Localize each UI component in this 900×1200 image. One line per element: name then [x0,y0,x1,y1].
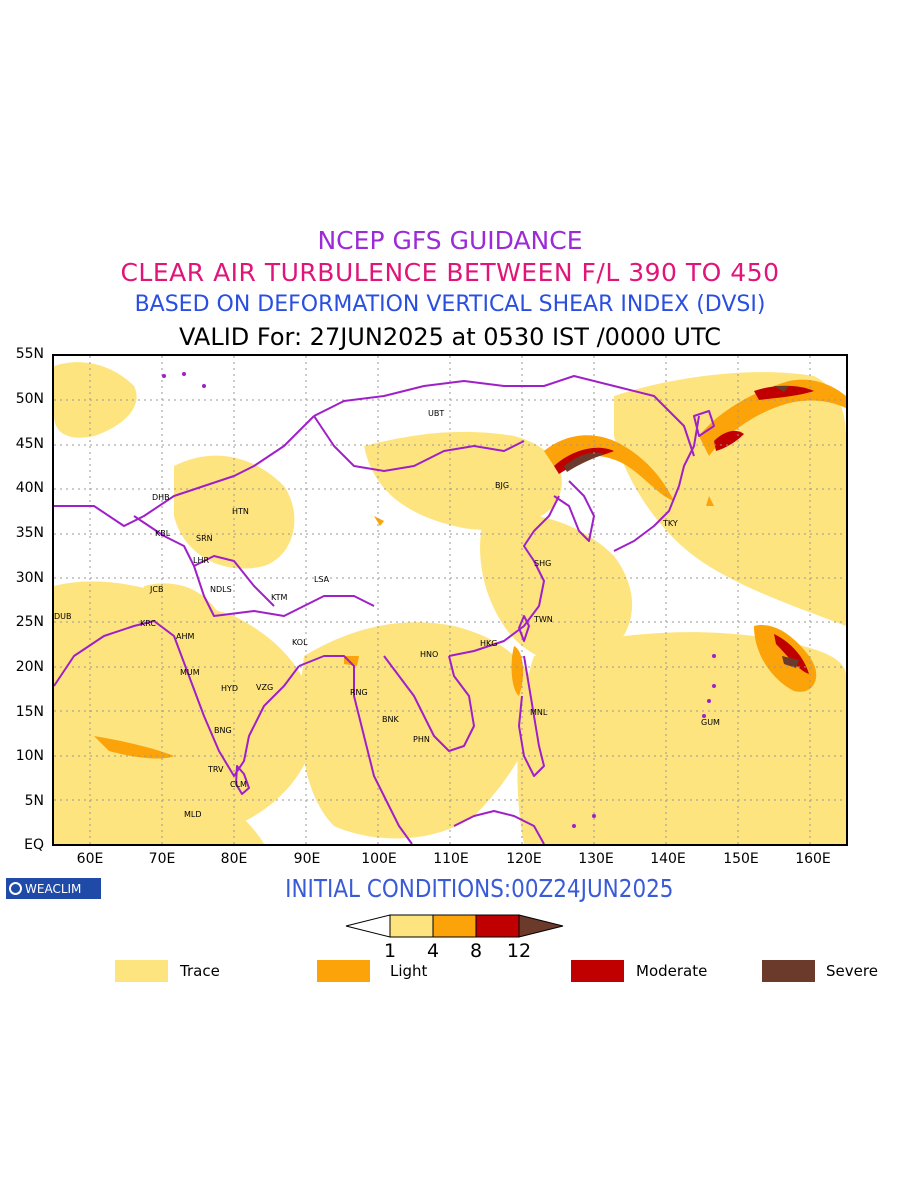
light-areas [94,379,846,759]
lat-label: 15N [15,704,44,720]
title-turbulence: CLEAR AIR TURBULENCE BETWEEN F/L 390 TO … [120,258,780,287]
city-label: TWN [534,615,553,624]
city-label: LHR [193,556,210,565]
city-label: DHB [152,493,170,502]
lon-label: 60E [76,851,104,867]
lon-label: 130E [578,851,614,867]
city-label: VZG [256,683,274,692]
city-label: BJG [495,481,510,490]
city-label: BNK [382,715,399,724]
lat-label: 50N [15,391,44,407]
colorbar-tick: 8 [469,940,483,962]
city-label: UBT [428,409,445,418]
lon-label: 90E [293,851,321,867]
lat-label: 10N [15,748,44,764]
map-canvas [54,356,846,844]
legend-label-light: Light [390,962,428,980]
legend-label-moderate: Moderate [636,962,708,980]
lon-label: 80E [220,851,248,867]
city-label: LSA [314,575,330,584]
lat-label: 20N [15,659,44,675]
city-label: HNO [420,650,439,659]
lon-label: 150E [723,851,759,867]
lon-label: 100E [361,851,397,867]
city-label: RNG [350,688,368,697]
city-label: SHG [534,559,552,568]
small-islands [162,372,716,828]
city-label: BNG [214,726,232,735]
city-label: PHN [413,735,430,744]
lat-label: 35N [15,525,44,541]
city-label: MUM [180,668,200,677]
city-label: JCB [150,585,164,594]
lat-label: 30N [15,570,44,586]
colorbar-tick: 1 [383,940,397,962]
city-label: MNL [530,708,548,717]
city-label: AHM [176,632,195,641]
city-label: GUM [701,718,720,727]
lon-label: 160E [795,851,831,867]
lon-label: 110E [433,851,469,867]
legend-label-severe: Severe [826,962,878,980]
city-label: HYD [221,684,239,693]
city-label: HKG [480,639,498,648]
title-guidance: NCEP GFS GUIDANCE [317,226,583,255]
country-boundaries [54,375,715,844]
colorbar-light [432,914,477,938]
city-label: NDLS [210,585,232,594]
colorbar-under-arrow [345,914,391,938]
logo-text: WEACLIM [25,881,82,896]
city-label: CLM [230,780,247,789]
lat-label: 5N [24,793,44,809]
legend-label-trace: Trace [180,962,220,980]
logo-ring-icon [9,882,22,895]
legend-swatch-trace [115,960,168,982]
title-index: BASED ON DEFORMATION VERTICAL SHEAR INDE… [134,292,766,317]
colorbar-trace [389,914,434,938]
city-label: MLD [184,810,202,819]
city-label: HTN [232,507,249,516]
trace-areas [54,362,846,844]
lat-label: 55N [15,346,44,362]
colorbar-tick: 4 [426,940,440,962]
legend-swatch-light [317,960,370,982]
initial-conditions: INITIAL CONDITIONS:00Z24JUN2025 [285,874,674,903]
lon-label: 70E [148,851,176,867]
severe-areas [564,386,799,668]
city-label: KRC [140,619,156,628]
legend-swatch-moderate [571,960,624,982]
city-label: DUB [54,612,72,621]
legend-swatch-severe [762,960,815,982]
city-label: KBL [155,529,171,538]
city-label: SRN [196,534,213,543]
lat-label: 45N [15,436,44,452]
city-label: KOL [292,638,308,647]
colorbar-severe-arrow [518,914,564,938]
weaclim-logo: WEACLIM [6,878,101,899]
colorbar-moderate [475,914,520,938]
lon-label: 140E [650,851,686,867]
lat-label: 40N [15,480,44,496]
city-label: KTM [271,593,288,602]
colorbar-tick: 12 [506,940,532,962]
city-label: TKY [663,519,678,528]
city-label: TRV [208,765,224,774]
lat-label: 25N [15,614,44,630]
lon-label: 120E [506,851,542,867]
lat-label: EQ [24,837,44,853]
colorbar [345,914,564,938]
title-valid-time: VALID For: 27JUN2025 at 0530 IST /0000 U… [179,323,721,351]
turbulence-map[interactable] [52,354,848,846]
